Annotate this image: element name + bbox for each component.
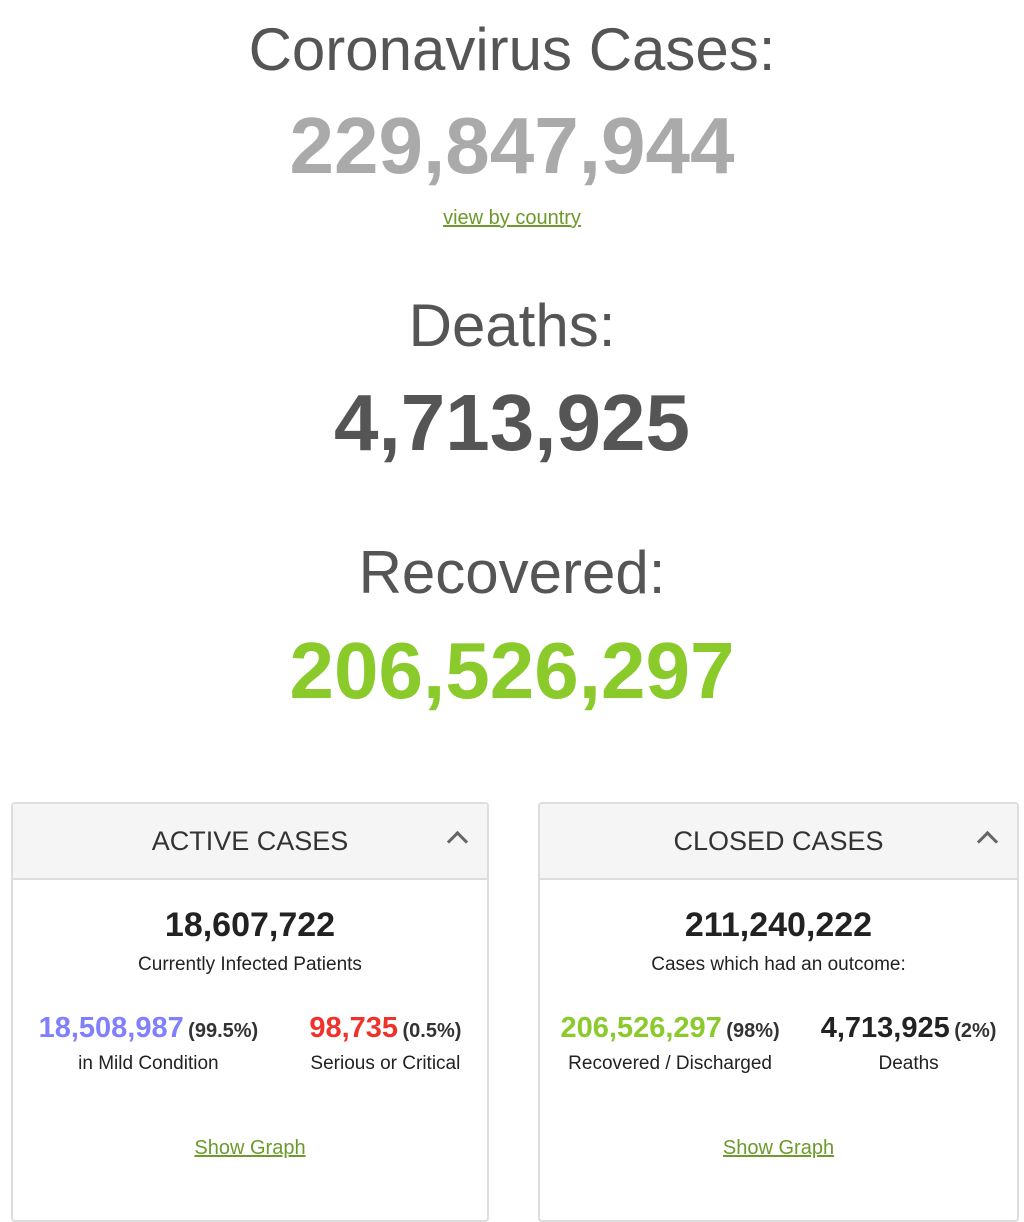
active-cases-header[interactable]: ACTIVE CASES xyxy=(13,804,487,880)
mild-pct: (99.5%) xyxy=(188,1020,259,1042)
cases-value: 229,847,944 xyxy=(289,101,735,190)
serious-label: Serious or Critical xyxy=(310,1053,461,1074)
active-show-graph-link[interactable]: Show Graph xyxy=(194,1137,306,1159)
active-cases-panel: ACTIVE CASES 18,607,722 Currently Infect… xyxy=(11,802,489,1222)
deaths-value: 4,713,925 xyxy=(334,378,690,467)
closed-show-graph-link[interactable]: Show Graph xyxy=(722,1137,835,1159)
active-cases-title: ACTIVE CASES xyxy=(151,826,349,856)
mild-stat: 18,508,987 (99.5%) in Mild Condition xyxy=(39,1012,259,1075)
chevron-up-icon[interactable] xyxy=(446,830,469,853)
closed-deaths-stat: 4,713,925 (2%) Deaths xyxy=(821,1012,997,1075)
mild-label: in Mild Condition xyxy=(78,1053,219,1074)
closed-deaths-pct: (2%) xyxy=(954,1020,997,1042)
closed-total-label: Cases which had an outcome: xyxy=(651,954,906,975)
closed-cases-panel: CLOSED CASES 211,240,222 Cases which had… xyxy=(538,802,1019,1222)
active-total: 18,607,722 xyxy=(164,906,336,944)
serious-pct: (0.5%) xyxy=(402,1020,462,1042)
active-total-label: Currently Infected Patients xyxy=(138,954,362,975)
closed-cases-header[interactable]: CLOSED CASES xyxy=(540,804,1017,880)
recovered-value: 206,526,297 xyxy=(289,626,735,715)
serious-stat: 98,735 (0.5%) Serious or Critical xyxy=(309,1012,461,1075)
closed-recovered-pct: (98%) xyxy=(726,1020,780,1042)
mild-value: 18,508,987 xyxy=(38,1012,184,1044)
cases-label: Coronavirus Cases: xyxy=(248,16,776,83)
view-by-country-link[interactable]: view by country xyxy=(443,207,581,229)
chevron-up-icon[interactable] xyxy=(976,830,999,853)
closed-cases-title: CLOSED CASES xyxy=(673,826,884,856)
closed-recovered-stat: 206,526,297 (98%) Recovered / Discharged xyxy=(561,1012,780,1075)
closed-recovered-label: Recovered / Discharged xyxy=(568,1053,772,1074)
closed-deaths-label: Deaths xyxy=(878,1053,939,1074)
serious-value: 98,735 xyxy=(309,1012,399,1044)
recovered-label: Recovered: xyxy=(358,539,666,606)
closed-total: 211,240,222 xyxy=(684,906,873,944)
deaths-label: Deaths: xyxy=(408,292,616,359)
closed-recovered-value: 206,526,297 xyxy=(560,1012,722,1044)
closed-deaths-value: 4,713,925 xyxy=(820,1012,950,1044)
